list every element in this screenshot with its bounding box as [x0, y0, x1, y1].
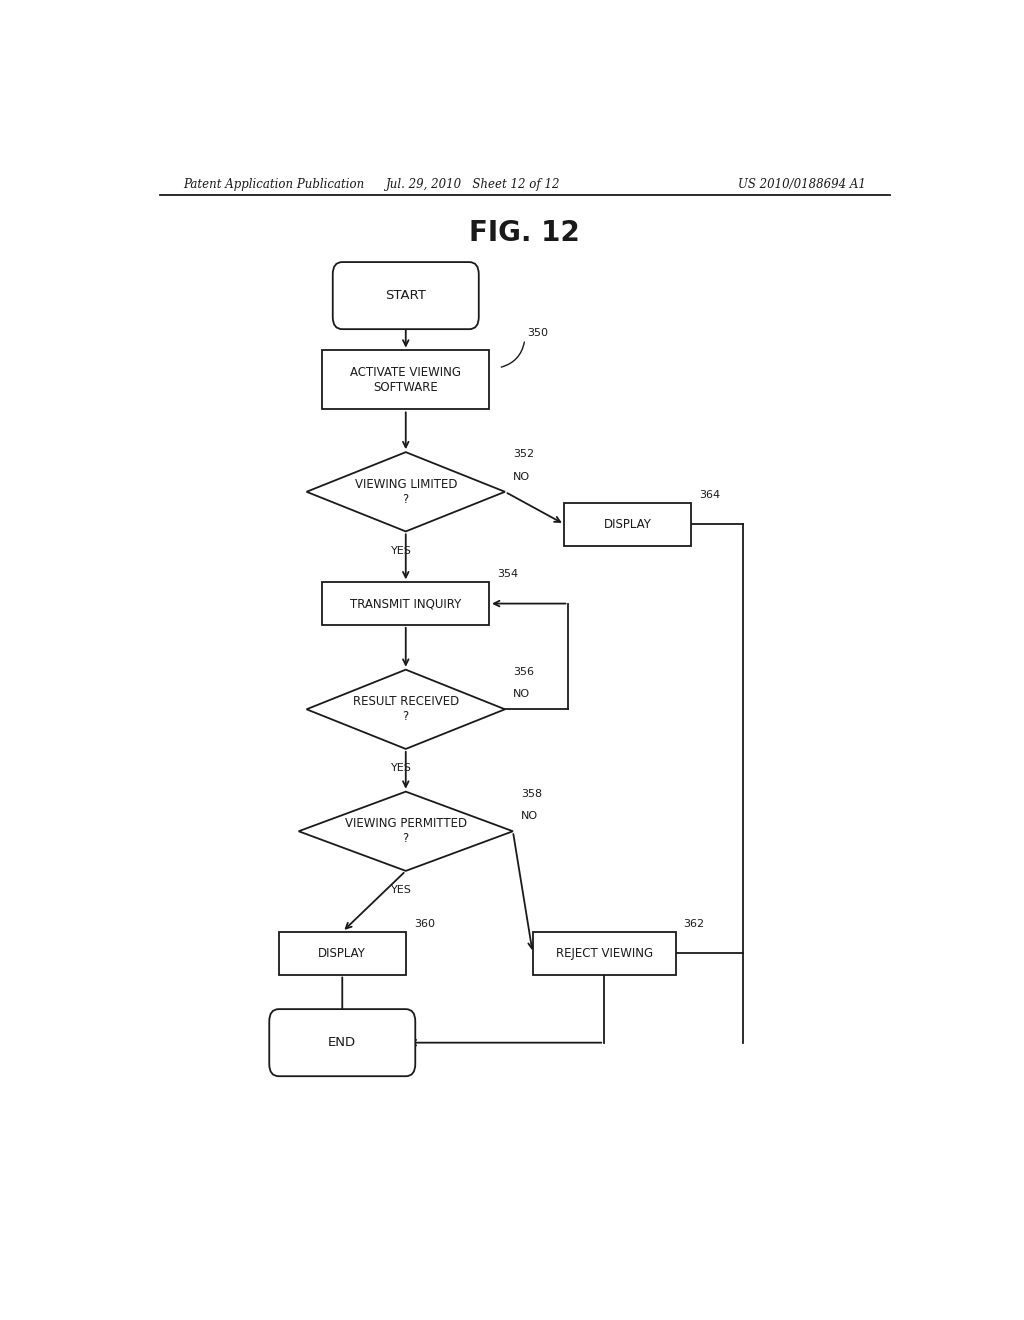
Text: 354: 354: [497, 569, 518, 579]
Text: US 2010/0188694 A1: US 2010/0188694 A1: [738, 178, 866, 191]
Text: FIG. 12: FIG. 12: [469, 219, 581, 247]
Text: VIEWING PERMITTED
?: VIEWING PERMITTED ?: [345, 817, 467, 845]
Polygon shape: [299, 792, 513, 871]
FancyBboxPatch shape: [333, 263, 479, 329]
Text: 358: 358: [521, 788, 542, 799]
Text: 356: 356: [513, 667, 534, 677]
Text: Patent Application Publication: Patent Application Publication: [183, 178, 365, 191]
Text: 352: 352: [513, 449, 535, 459]
Text: RESULT RECEIVED
?: RESULT RECEIVED ?: [352, 696, 459, 723]
Bar: [279, 932, 406, 974]
Text: NO: NO: [513, 471, 530, 482]
Text: YES: YES: [391, 763, 413, 774]
Text: TRANSMIT INQUIRY: TRANSMIT INQUIRY: [350, 597, 462, 610]
Bar: [532, 932, 676, 974]
Text: Jul. 29, 2010   Sheet 12 of 12: Jul. 29, 2010 Sheet 12 of 12: [386, 178, 560, 191]
Text: START: START: [385, 289, 426, 302]
Polygon shape: [306, 669, 505, 748]
Bar: [323, 351, 489, 409]
Text: NO: NO: [513, 689, 530, 700]
Text: YES: YES: [391, 545, 413, 556]
Text: END: END: [329, 1036, 356, 1049]
Polygon shape: [306, 453, 505, 532]
Text: 360: 360: [414, 919, 435, 929]
Text: 362: 362: [684, 919, 705, 929]
Text: DISPLAY: DISPLAY: [318, 946, 367, 960]
Text: YES: YES: [391, 886, 413, 895]
Bar: [564, 503, 691, 545]
Text: NO: NO: [521, 810, 538, 821]
Text: 350: 350: [527, 329, 548, 338]
Text: 364: 364: [699, 490, 721, 500]
FancyBboxPatch shape: [269, 1008, 416, 1076]
Text: VIEWING LIMITED
?: VIEWING LIMITED ?: [354, 478, 457, 506]
Text: REJECT VIEWING: REJECT VIEWING: [556, 946, 652, 960]
Text: DISPLAY: DISPLAY: [604, 517, 652, 531]
Text: ACTIVATE VIEWING
SOFTWARE: ACTIVATE VIEWING SOFTWARE: [350, 366, 461, 393]
Bar: [323, 582, 489, 624]
